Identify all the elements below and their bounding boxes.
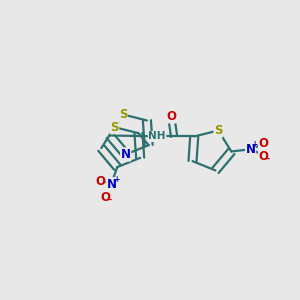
Text: NH: NH: [148, 131, 166, 142]
Text: N: N: [246, 143, 256, 156]
Text: S: S: [118, 108, 127, 121]
Text: S: S: [214, 124, 223, 137]
Text: +: +: [251, 140, 257, 149]
Text: O: O: [259, 150, 269, 163]
Text: O: O: [95, 175, 105, 188]
Text: S: S: [110, 121, 119, 134]
Text: -: -: [266, 155, 269, 164]
Text: O: O: [100, 191, 110, 204]
Text: +: +: [113, 175, 119, 184]
Text: N: N: [121, 148, 131, 161]
Text: -: -: [108, 196, 111, 205]
Text: O: O: [259, 136, 269, 150]
Text: N: N: [106, 178, 117, 191]
Text: O: O: [167, 110, 177, 123]
